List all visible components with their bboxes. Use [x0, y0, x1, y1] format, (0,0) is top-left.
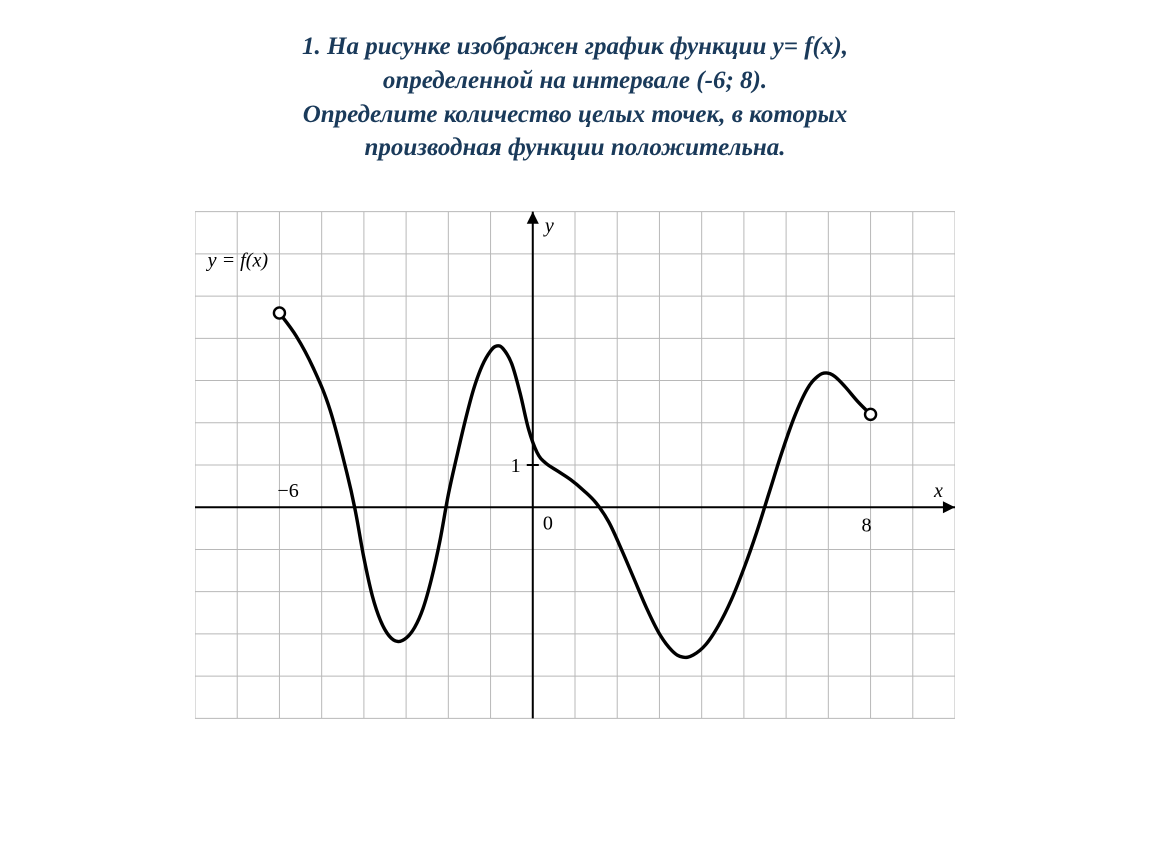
function-chart: 0 1 −6 8 x y y = f(x) [195, 195, 955, 735]
title-after-func: , [842, 33, 848, 60]
problem-title: 1. На рисунке изображен график функции y… [85, 30, 1065, 165]
chart-svg: 0 1 −6 8 x y y = f(x) [195, 195, 955, 735]
title-line4: производная функции положительна. [364, 134, 785, 161]
title-line2-pre: определенной на интервале [383, 67, 696, 94]
svg-text:−6: −6 [277, 480, 298, 502]
svg-text:0: 0 [543, 512, 553, 534]
title-line3: Определите количество целых точек, в кот… [303, 101, 848, 128]
svg-text:8: 8 [862, 514, 872, 536]
svg-text:x: x [933, 480, 943, 502]
svg-text:y: y [543, 215, 554, 237]
title-line1-prefix: 1. На рисунке изображен график функции [302, 33, 773, 60]
title-interval: (-6; 8). [696, 67, 767, 94]
svg-text:1: 1 [511, 455, 521, 477]
title-func: y= f(x) [773, 33, 842, 60]
svg-text:y = f(x): y = f(x) [206, 250, 269, 272]
